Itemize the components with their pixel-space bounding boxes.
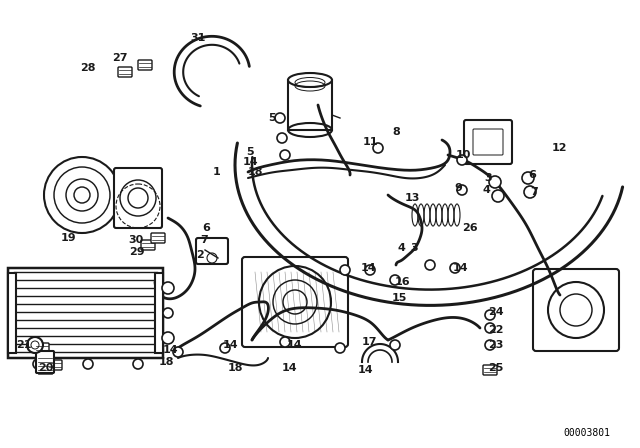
FancyBboxPatch shape: [36, 351, 54, 373]
Circle shape: [44, 157, 120, 233]
Circle shape: [390, 275, 400, 285]
Text: 10: 10: [456, 150, 472, 160]
Circle shape: [485, 310, 495, 320]
Text: 6: 6: [202, 223, 210, 233]
Circle shape: [425, 260, 435, 270]
Circle shape: [220, 343, 230, 353]
Text: 24: 24: [488, 307, 504, 317]
FancyBboxPatch shape: [141, 240, 155, 250]
FancyBboxPatch shape: [48, 360, 62, 370]
Text: 7: 7: [530, 187, 538, 197]
Text: 18: 18: [159, 357, 174, 367]
Text: 4: 4: [398, 243, 406, 253]
Text: 23: 23: [488, 340, 504, 350]
Circle shape: [485, 340, 495, 350]
Text: 6: 6: [528, 170, 536, 180]
Text: 16: 16: [395, 277, 411, 287]
Text: 18: 18: [227, 363, 243, 373]
FancyBboxPatch shape: [118, 67, 132, 77]
Text: 18: 18: [248, 167, 264, 177]
Circle shape: [27, 337, 43, 353]
Text: 5: 5: [246, 147, 254, 157]
Text: 29: 29: [129, 247, 145, 257]
Circle shape: [524, 186, 536, 198]
Text: 5: 5: [268, 113, 276, 123]
Circle shape: [492, 190, 504, 202]
Circle shape: [162, 282, 174, 294]
Text: 14: 14: [453, 263, 468, 273]
Circle shape: [390, 340, 400, 350]
FancyBboxPatch shape: [35, 343, 49, 353]
Circle shape: [340, 265, 350, 275]
FancyBboxPatch shape: [196, 238, 228, 264]
Text: 1: 1: [212, 167, 220, 177]
Text: 14: 14: [282, 363, 298, 373]
Circle shape: [280, 150, 290, 160]
Bar: [155, 273, 163, 353]
Text: 14: 14: [243, 157, 258, 167]
Bar: [288, 80, 332, 130]
Circle shape: [133, 359, 143, 369]
Text: 13: 13: [404, 193, 420, 203]
FancyBboxPatch shape: [533, 269, 619, 351]
Circle shape: [335, 343, 345, 353]
Circle shape: [489, 176, 501, 188]
Text: 2: 2: [196, 250, 204, 260]
Text: 19: 19: [60, 233, 76, 243]
FancyBboxPatch shape: [483, 365, 497, 375]
FancyBboxPatch shape: [464, 120, 512, 164]
Text: 26: 26: [462, 223, 477, 233]
Circle shape: [163, 308, 173, 318]
Text: 14: 14: [222, 340, 238, 350]
Circle shape: [522, 172, 534, 184]
Text: 11: 11: [362, 137, 378, 147]
Text: 7: 7: [200, 235, 208, 245]
Text: 3: 3: [484, 173, 492, 183]
Circle shape: [203, 245, 217, 259]
Text: 25: 25: [488, 363, 504, 373]
Bar: [8, 273, 16, 353]
Text: 4: 4: [482, 185, 490, 195]
Text: 27: 27: [112, 53, 128, 63]
Circle shape: [162, 332, 174, 344]
FancyBboxPatch shape: [114, 168, 162, 228]
FancyBboxPatch shape: [151, 233, 165, 243]
Text: 15: 15: [392, 293, 408, 303]
Text: 30: 30: [129, 235, 144, 245]
Text: 14: 14: [287, 340, 303, 350]
Circle shape: [373, 143, 383, 153]
Text: 3: 3: [410, 243, 418, 253]
Text: 14: 14: [358, 365, 374, 375]
Bar: [8, 268, 163, 358]
Circle shape: [450, 263, 460, 273]
Text: 00003801: 00003801: [563, 428, 610, 438]
Circle shape: [277, 133, 287, 143]
Circle shape: [275, 113, 285, 123]
Text: 28: 28: [80, 63, 96, 73]
Circle shape: [457, 155, 467, 165]
Text: 12: 12: [552, 143, 568, 153]
Ellipse shape: [288, 73, 332, 87]
Circle shape: [173, 347, 183, 357]
Text: 9: 9: [454, 183, 462, 193]
Text: 22: 22: [488, 325, 504, 335]
Text: 14: 14: [163, 345, 178, 355]
Circle shape: [485, 323, 495, 333]
Text: 8: 8: [392, 127, 400, 137]
Text: 31: 31: [190, 33, 205, 43]
Text: 14: 14: [360, 263, 376, 273]
Text: 20: 20: [38, 363, 54, 373]
FancyBboxPatch shape: [242, 257, 348, 347]
Circle shape: [83, 359, 93, 369]
Text: 17: 17: [362, 337, 378, 347]
FancyBboxPatch shape: [138, 60, 152, 70]
Circle shape: [280, 337, 290, 347]
Circle shape: [365, 265, 375, 275]
Text: 21: 21: [17, 340, 32, 350]
Circle shape: [33, 359, 43, 369]
Circle shape: [457, 185, 467, 195]
